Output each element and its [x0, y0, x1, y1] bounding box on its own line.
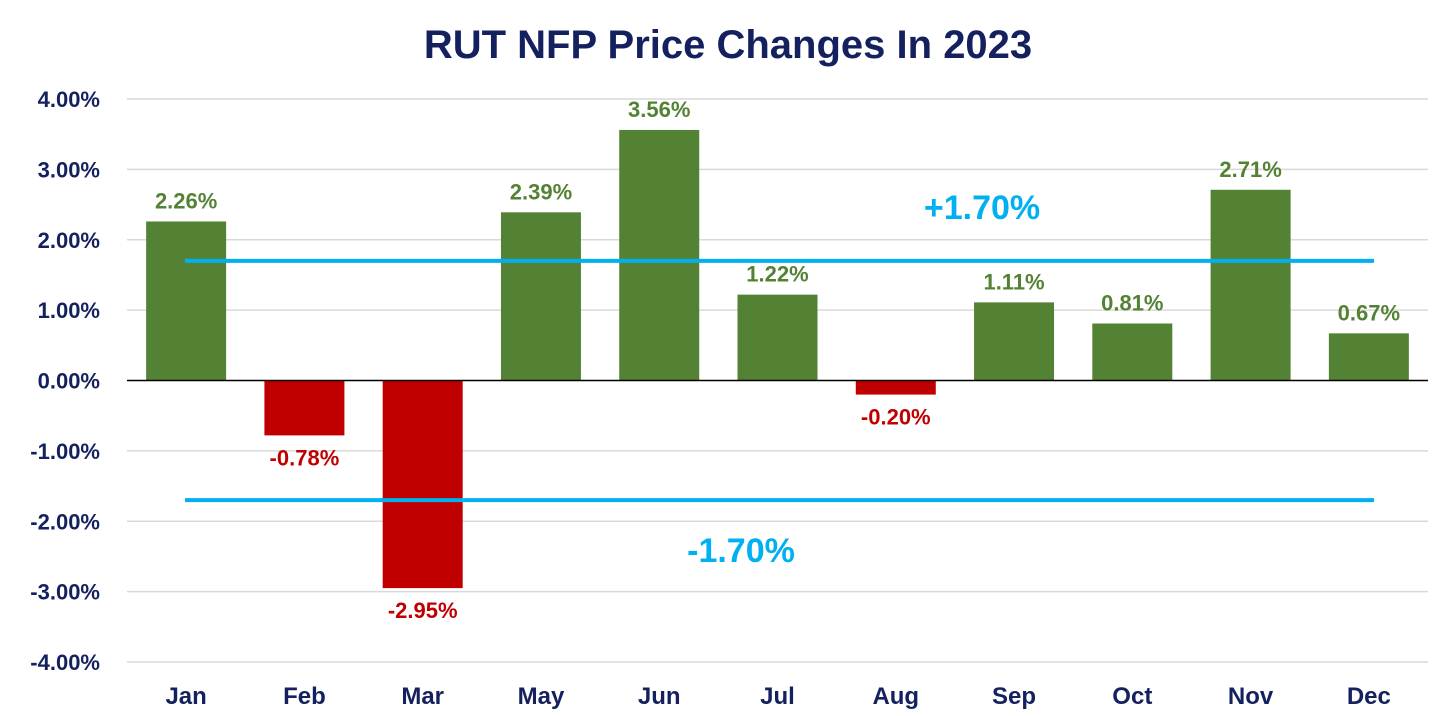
data-label: 2.26%: [155, 188, 217, 213]
data-labels: 2.26% -0.78% -2.95% 2.39% 3.56% 1.22% -0.20% 1.…: [155, 97, 1400, 623]
data-label: 3.56%: [628, 97, 690, 122]
data-label: 0.81%: [1101, 290, 1163, 315]
data-label: -0.78%: [270, 445, 340, 470]
chart-title: RUT NFP Price Changes In 2023: [424, 23, 1032, 67]
data-label: 0.67%: [1338, 300, 1400, 325]
x-tick-label: Mar: [401, 683, 444, 710]
bar-dec: [1328, 333, 1409, 381]
bars: [146, 129, 1409, 589]
x-tick-label: Feb: [283, 683, 326, 710]
y-tick-label: 4.00%: [38, 87, 100, 112]
x-tick-label: Jul: [760, 683, 795, 710]
bar-jan: [146, 221, 227, 381]
y-tick-label: 3.00%: [38, 157, 100, 182]
y-tick-label: -1.00%: [30, 439, 100, 464]
x-tick-label: Nov: [1228, 683, 1274, 710]
bar-aug: [855, 380, 936, 395]
y-tick-label: 2.00%: [38, 228, 100, 253]
data-label: 2.71%: [1219, 157, 1281, 182]
gridlines: [127, 98, 1428, 663]
data-label: 1.11%: [983, 269, 1044, 294]
reference-lines: +1.70% -1.70%: [185, 189, 1374, 570]
x-tick-label: Jan: [165, 683, 206, 710]
y-tick-label: 0.00%: [38, 369, 100, 394]
data-label: -2.95%: [388, 598, 458, 623]
y-axis-ticks: 4.00% 3.00% 2.00% 1.00% 0.00% -1.00% -2.00% -3.…: [30, 87, 100, 675]
bar-feb: [264, 380, 345, 436]
x-tick-label: Aug: [872, 683, 919, 710]
reference-line-label: -1.70%: [687, 532, 795, 570]
y-tick-label: -4.00%: [30, 650, 100, 675]
x-tick-label: Sep: [992, 683, 1036, 710]
x-tick-label: May: [518, 683, 565, 710]
reference-line-label: +1.70%: [924, 189, 1040, 227]
bar-jun: [619, 129, 700, 381]
x-tick-label: Jun: [638, 683, 681, 710]
data-label: -0.20%: [861, 405, 931, 430]
bar-mar: [382, 380, 463, 589]
y-tick-label: -3.00%: [30, 580, 100, 605]
y-tick-label: 1.00%: [38, 298, 100, 323]
data-label: 2.39%: [510, 179, 572, 204]
x-tick-label: Dec: [1347, 683, 1391, 710]
bar-oct: [1092, 323, 1173, 381]
data-label: 1.22%: [746, 262, 808, 287]
bar-jul: [737, 294, 818, 381]
bar-may: [500, 212, 581, 381]
x-tick-label: Oct: [1112, 683, 1152, 710]
x-axis-ticks: Jan Feb Mar May Jun Jul Aug Sep Oct Nov Dec: [165, 683, 1390, 710]
y-tick-label: -2.00%: [30, 509, 100, 534]
bar-nov: [1210, 189, 1291, 381]
bar-sep: [974, 302, 1055, 381]
